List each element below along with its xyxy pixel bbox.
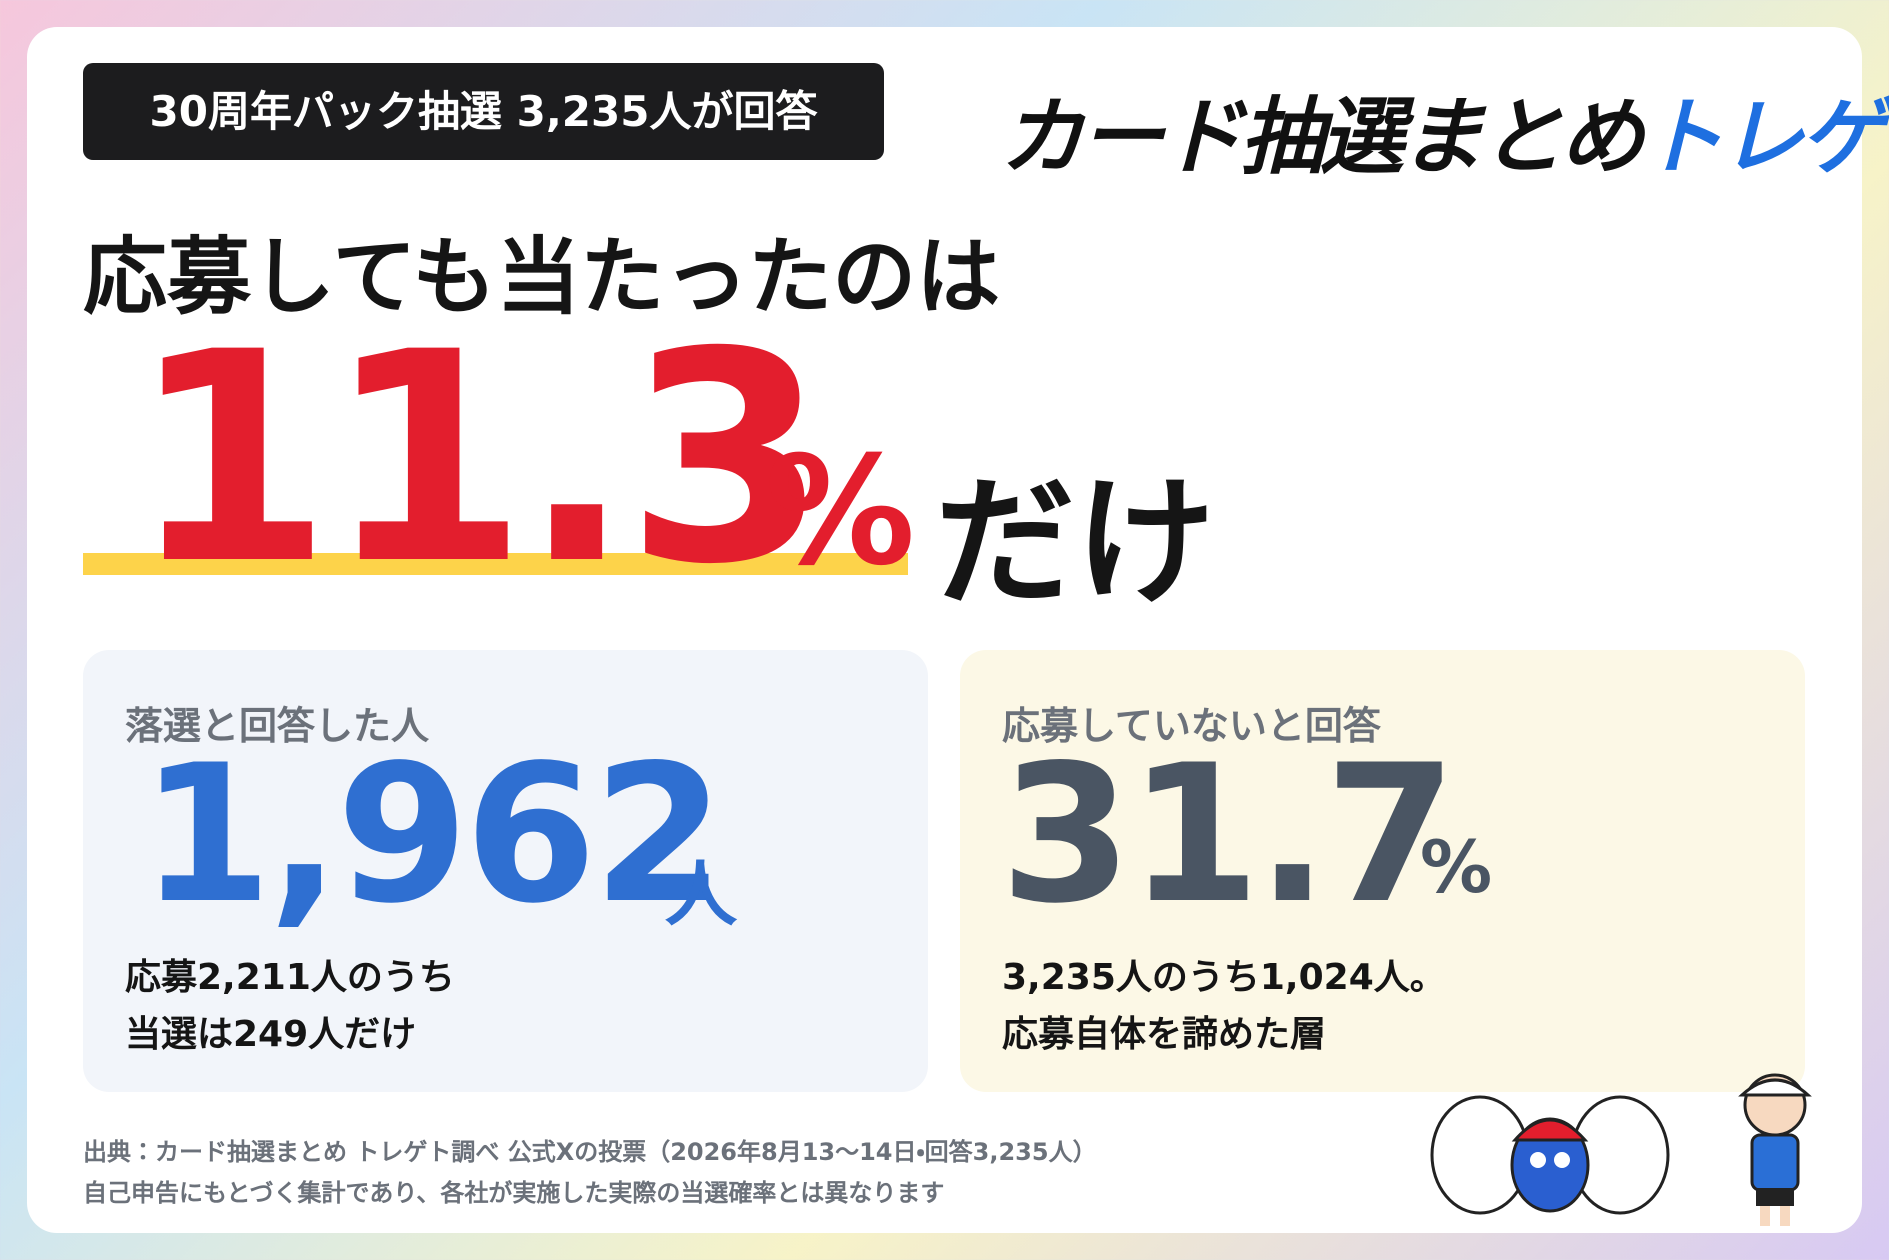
card-note: 応募自体を諦めた層	[1002, 1014, 1327, 1055]
card-number: 1,962	[140, 724, 725, 945]
big-number: 11.3	[130, 291, 828, 628]
card-number: 31.7	[1000, 724, 1457, 945]
card-note: 当選は249人だけ	[125, 1014, 417, 1055]
card	[83, 650, 928, 1092]
underline	[83, 553, 908, 575]
card	[960, 650, 1805, 1092]
card-unit: 人	[665, 852, 738, 936]
mascots	[1430, 1073, 1812, 1226]
card-label: 落選と回答した人	[125, 704, 430, 748]
big-unit: %	[765, 425, 916, 599]
card-note: 3,235人のうち1,024人。	[1002, 957, 1446, 998]
footer-line: 自己申告にもとづく集計であり、各社が実施した実際の当選確率とは異なります	[83, 1179, 945, 1207]
headline: 応募しても当たったのは	[83, 228, 1001, 326]
footer-line: 出典：カード抽選まとめ トレゲト調べ 公式Xの投票（2026年8月13〜14日・…	[83, 1138, 1097, 1166]
mascot-blue	[1510, 1117, 1590, 1213]
headline-tail: だけ	[935, 462, 1216, 625]
logo-brand: トレゲト	[1640, 88, 1889, 186]
logo-main: カード抽選まとめ	[1000, 88, 1644, 186]
card-unit: %	[1420, 825, 1493, 909]
mascot-girl	[1738, 1073, 1812, 1226]
card-note: 応募2,211人のうち	[125, 957, 455, 998]
badge: 30周年パック抽選 3,235人が回答	[83, 63, 884, 160]
card-label: 応募していないと回答	[1002, 704, 1381, 748]
